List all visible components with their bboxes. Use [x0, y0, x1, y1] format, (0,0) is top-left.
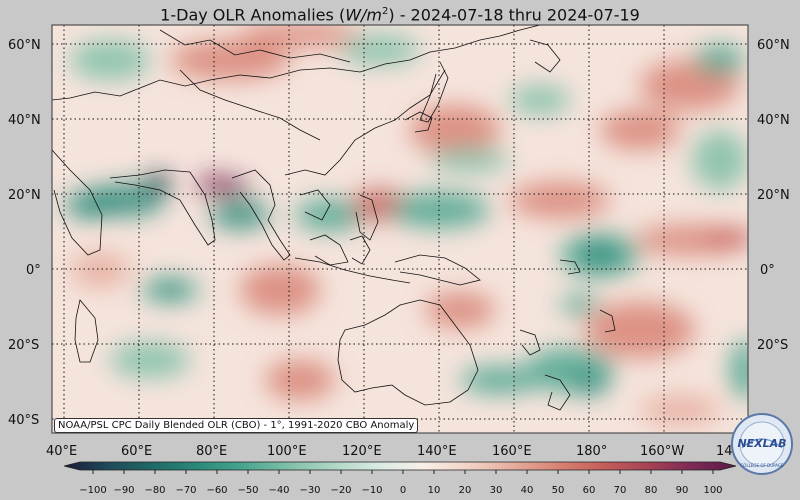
coastlines [52, 25, 616, 411]
colorbar-tick-label: −80 [144, 485, 165, 496]
lat-label: 20°S [8, 338, 39, 353]
lon-label: 100°E [267, 444, 307, 459]
colorbar-tick-label: 70 [614, 485, 627, 496]
colorbar-tick-label: 50 [552, 485, 565, 496]
lat-label: 40°N [757, 113, 790, 128]
logo-ring-text: COLLEGE OF DUPAGE [740, 463, 783, 468]
lon-label: 60°E [121, 444, 152, 459]
colorbar-tick-label: 60 [583, 485, 596, 496]
lon-label: 80°E [196, 444, 227, 459]
colorbar: −100 −90 −80 −70 −60 −50 −40 −30 −20 −10 0 10 20 30 40… [63, 461, 737, 496]
lat-label: 20°S [757, 338, 788, 353]
lat-labels-right: 60°N 40°N 20°N 0° 20°S [757, 38, 790, 353]
lon-label: 140°E [417, 444, 457, 459]
lon-label: 180° [576, 444, 607, 459]
map-title: 1-Day OLR Anomalies (W/m2) - 2024-07-18 … [160, 5, 640, 25]
colorbar-tick-label: −100 [79, 485, 106, 496]
anomaly-field [52, 25, 748, 433]
lon-label: 120°E [342, 444, 382, 459]
colorbar-tick-label: 20 [459, 485, 472, 496]
lat-label: 20°N [8, 188, 41, 203]
lat-label: 60°N [8, 38, 41, 53]
colorbar-tick-label: 0 [400, 485, 406, 496]
lon-label: 160°E [492, 444, 532, 459]
logo-text: NEXLAB [737, 437, 786, 450]
colorbar-tick-label: −50 [237, 485, 258, 496]
lat-label: 0° [26, 263, 41, 278]
lon-label: 40°E [46, 444, 77, 459]
colorbar-tick-label: −40 [268, 485, 289, 496]
colorbar-tick-label: 80 [645, 485, 658, 496]
colorbar-tick-label: 100 [703, 485, 722, 496]
lat-labels-left: 60°N 40°N 20°N 0° 20°S 40°S [8, 38, 41, 428]
lat-label: 60°N [757, 38, 790, 53]
colorbar-tick-label: 30 [490, 485, 503, 496]
graticule [52, 25, 748, 433]
lat-label: 20°N [757, 188, 790, 203]
colorbar-tick-label: 90 [676, 485, 689, 496]
lon-label: 14 [716, 444, 733, 459]
lat-label: 0° [760, 263, 775, 278]
lon-label: 160°W [640, 444, 684, 459]
colorbar-tick-label: −90 [113, 485, 134, 496]
data-source-caption: NOAA/PSL CPC Daily Blended OLR (CBO) - 1… [54, 418, 419, 433]
lat-label: 40°N [8, 113, 41, 128]
colorbar-tick-label: 40 [521, 485, 534, 496]
lat-label: 40°S [8, 413, 39, 428]
lon-labels: 40°E 60°E 80°E 100°E 120°E 140°E 160°E 1… [46, 444, 733, 459]
colorbar-tick-label: −20 [330, 485, 351, 496]
colorbar-tick-label: 10 [428, 485, 441, 496]
colorbar-tick-label: −30 [299, 485, 320, 496]
colorbar-tick-label: −70 [175, 485, 196, 496]
colorbar-tick-label: −10 [361, 485, 382, 496]
nexlab-logo: NEXLAB COLLEGE OF DUPAGE [731, 413, 793, 475]
colorbar-tick-label: −60 [206, 485, 227, 496]
